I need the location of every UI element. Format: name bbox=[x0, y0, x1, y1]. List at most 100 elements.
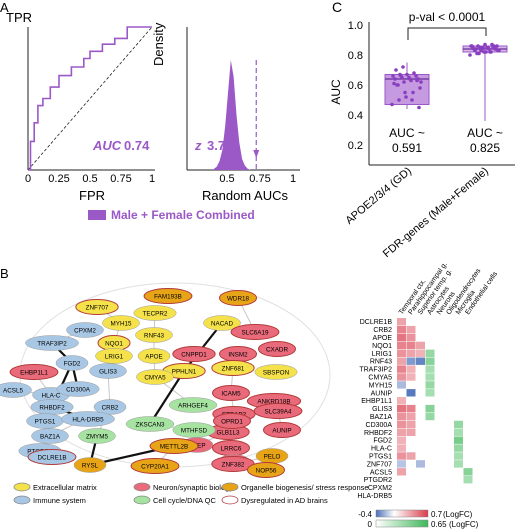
box-point bbox=[391, 74, 395, 78]
network-node-label: METTL2B bbox=[160, 443, 188, 450]
group2-auc-value: 0.825 bbox=[470, 141, 500, 155]
network-node: CPXM2 bbox=[66, 322, 104, 338]
network-node-shape bbox=[0, 382, 32, 398]
pval-text: p-val < 0.0001 bbox=[409, 10, 486, 24]
box-point bbox=[404, 95, 408, 99]
network-node-label: RNF43 bbox=[144, 332, 164, 339]
heatmap-row-label: APOE bbox=[373, 335, 393, 342]
group1-label: APOE2/3/4 (GD) bbox=[343, 165, 413, 227]
network-node-label: CMYA5 bbox=[144, 374, 166, 381]
network-node-label: LRRC6 bbox=[221, 445, 242, 452]
heatmap-row-label: LRIG1 bbox=[372, 351, 392, 358]
network-node-shape bbox=[172, 346, 216, 362]
network-node-label: TRAF3IP2 bbox=[37, 340, 67, 347]
network-node-label: FGD2 bbox=[64, 360, 81, 367]
network-node: AUNIP bbox=[263, 422, 301, 438]
network-node-label: ZNF681 bbox=[222, 365, 245, 372]
heatmap-cell bbox=[397, 412, 406, 421]
heatmap-row-label: GLIS3 bbox=[372, 406, 392, 413]
legend-swatch bbox=[13, 482, 31, 492]
network-node-label: CYP20A1 bbox=[141, 463, 169, 470]
network-node: ZNF681 bbox=[211, 360, 255, 376]
network-edge bbox=[149, 370, 185, 425]
heatmap-cell bbox=[425, 404, 435, 413]
box-point bbox=[484, 50, 488, 54]
box-point bbox=[418, 86, 422, 90]
network-node-label: EHBP1L1 bbox=[20, 369, 48, 376]
network-node-shape bbox=[253, 403, 303, 419]
roc-tick: 0.5 bbox=[82, 173, 97, 185]
box-ytick: 0.8 bbox=[348, 50, 363, 62]
heatmap-cell bbox=[454, 436, 463, 444]
box-ytick: 1.0 bbox=[348, 20, 363, 32]
network-node: TECPR2 bbox=[133, 305, 177, 321]
scale-rb-max: 0.7 bbox=[431, 510, 443, 519]
heatmap-row-label: RNF43 bbox=[370, 359, 392, 366]
panel-a-label: A bbox=[0, 0, 9, 15]
pval-bracket bbox=[407, 27, 487, 40]
box-point bbox=[390, 102, 394, 107]
heatmap-cell bbox=[406, 389, 416, 397]
network-node-shape bbox=[258, 341, 296, 357]
network-node: HLA-DRB5 bbox=[61, 411, 115, 427]
box-y-ticks: 0.2 0.4 0.6 0.8 1.0 bbox=[348, 20, 363, 152]
network-node-label: RHBDF2 bbox=[39, 404, 65, 411]
box-point bbox=[488, 50, 492, 54]
network-node-label: WDR18 bbox=[227, 295, 250, 302]
heatmap-row-label: CMYA5 bbox=[368, 375, 392, 382]
network-node-label: TECPR2 bbox=[143, 310, 168, 317]
network-node: SLC6A19 bbox=[230, 324, 280, 340]
network-node-label: ARHGEF4 bbox=[178, 402, 208, 409]
heatmap-cell bbox=[416, 341, 425, 350]
heatmap-row-label: FGD2 bbox=[373, 438, 392, 445]
heatmap-cell bbox=[454, 428, 463, 436]
box-point bbox=[411, 90, 415, 95]
heatmap-cell bbox=[425, 365, 435, 373]
heatmap-panel: Temporal ctx.Parahippocampal g.Superior … bbox=[357, 261, 499, 529]
network-node: LRIG1 bbox=[95, 348, 133, 364]
network-node-label: DCLRE1B bbox=[37, 454, 66, 461]
network-node-shape bbox=[89, 363, 127, 379]
heatmap-cell bbox=[397, 468, 406, 476]
network-node: RHBDF2 bbox=[30, 399, 74, 415]
heatmap-cell bbox=[397, 325, 406, 334]
heatmap-cell bbox=[406, 412, 416, 421]
density-z-value: 3.76 bbox=[207, 138, 232, 153]
box-point bbox=[396, 83, 400, 87]
heatmap-cell bbox=[397, 365, 406, 373]
network-node: MYH15 bbox=[102, 315, 140, 331]
network-node: INSM2 bbox=[219, 346, 257, 362]
legend-label: Neuron/synaptic biology bbox=[153, 483, 233, 492]
heatmap-cell bbox=[397, 373, 406, 381]
network-node-shape bbox=[230, 324, 280, 340]
network-node-shape bbox=[133, 305, 177, 321]
heatmap-cell bbox=[454, 452, 463, 460]
network-node: CMYA5 bbox=[136, 369, 174, 385]
box-point bbox=[412, 71, 416, 75]
network-node: NOP56 bbox=[247, 462, 285, 478]
box-point bbox=[403, 90, 407, 95]
box-point bbox=[417, 105, 421, 110]
network-node-label: ICAM5 bbox=[221, 390, 241, 397]
network-node-shape bbox=[213, 413, 251, 429]
density-xlabel: Random AUCs bbox=[202, 188, 288, 203]
network-node: CD300A bbox=[56, 381, 100, 397]
network-node-label: OPRD1 bbox=[221, 418, 243, 425]
network-node-shape bbox=[130, 458, 180, 474]
box-point bbox=[414, 74, 418, 78]
network-node-shape bbox=[168, 397, 218, 413]
box-point bbox=[410, 98, 414, 102]
heatmap-cell bbox=[397, 357, 406, 365]
box-point bbox=[486, 45, 490, 50]
heatmap-cell bbox=[406, 325, 416, 334]
network-node: METTL2B bbox=[149, 438, 199, 454]
heatmap-row-label: PTGDR2 bbox=[364, 477, 393, 484]
roc-ylabel: TPR bbox=[6, 10, 32, 25]
box-point bbox=[419, 80, 423, 84]
network-node-label: LRIG1 bbox=[105, 353, 124, 360]
network-node-shape bbox=[61, 411, 115, 427]
network-node-label: PELO bbox=[264, 453, 281, 460]
network-node: TRAF3IP2 bbox=[25, 335, 79, 351]
network-node-shape bbox=[27, 449, 77, 465]
heatmap-cell bbox=[406, 404, 416, 413]
